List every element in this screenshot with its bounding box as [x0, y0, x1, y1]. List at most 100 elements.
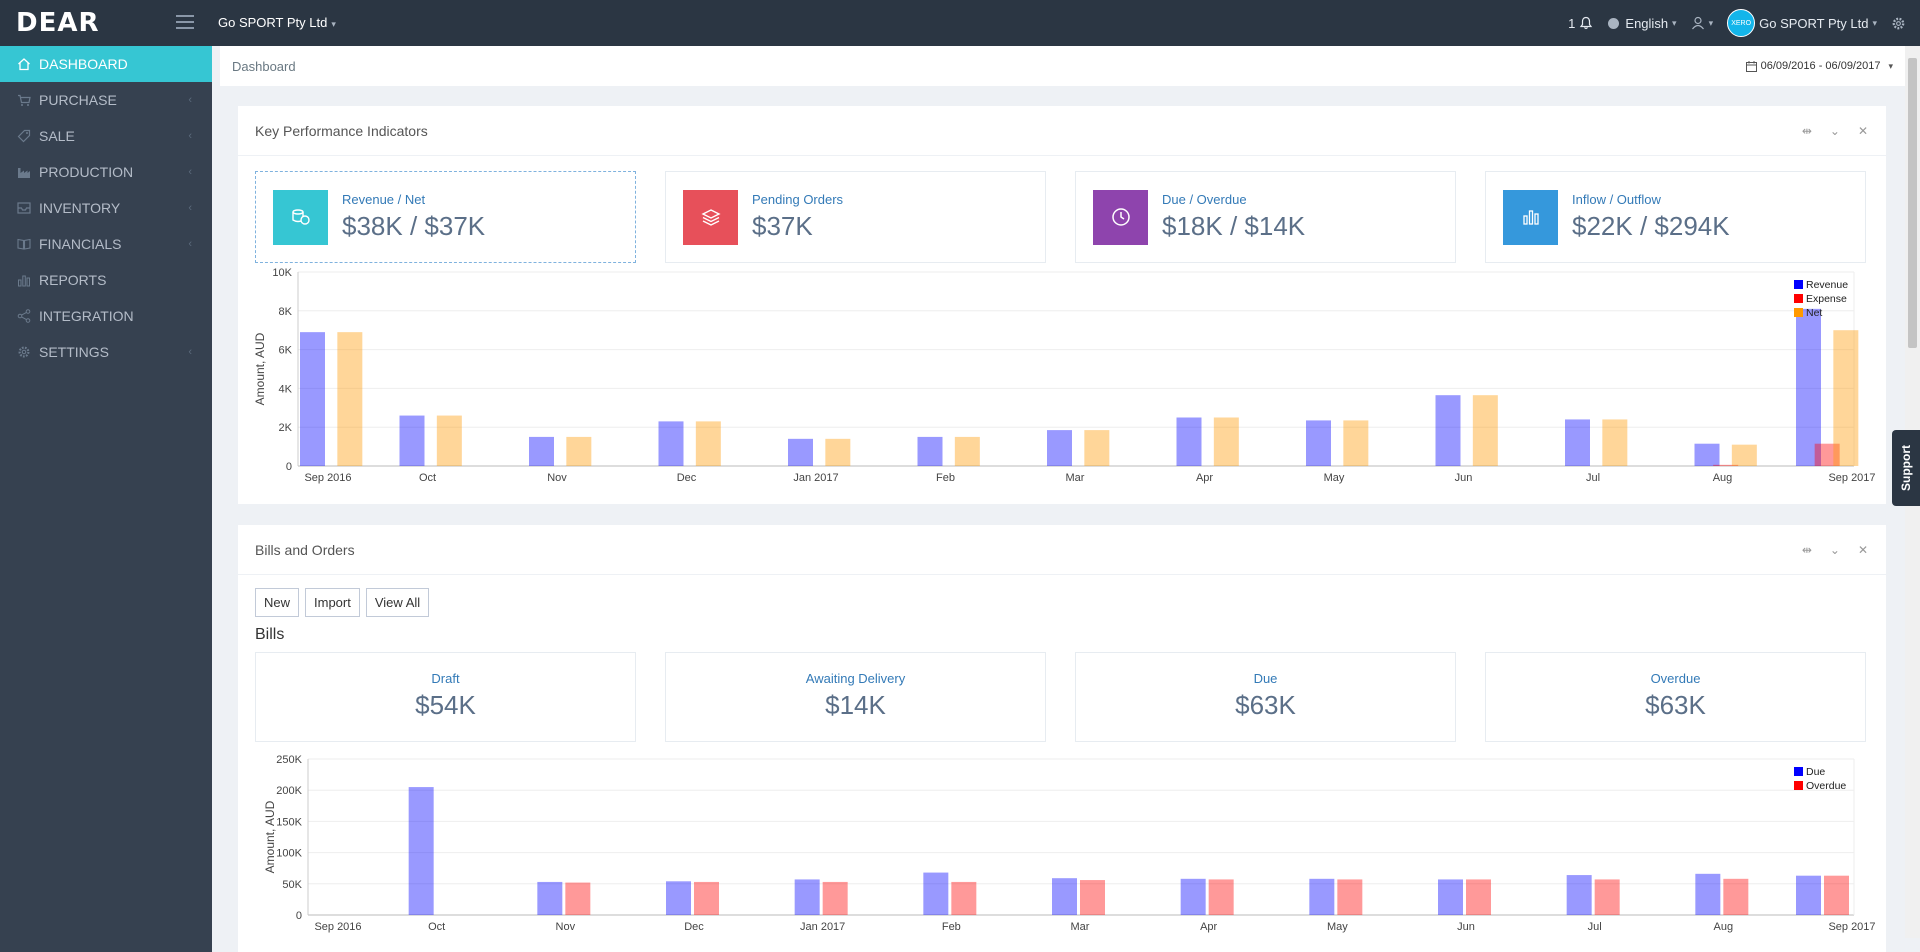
legend-swatch [1794, 294, 1803, 303]
stat-awaiting-delivery[interactable]: Awaiting Delivery $14K [665, 652, 1046, 742]
user-menu[interactable]: ▾ [1691, 16, 1713, 30]
chevron-down-icon: ▾ [1872, 17, 1877, 28]
menu-toggle-icon[interactable] [176, 15, 194, 29]
x-tick-label: May [1327, 921, 1348, 933]
bar-net [954, 436, 980, 466]
bar-due [1309, 878, 1335, 915]
sidebar-item-purchase[interactable]: PURCHASE ‹ [0, 82, 212, 118]
legend-label: Expense [1806, 293, 1847, 305]
tag-icon [16, 129, 32, 143]
bar-revenue [1306, 420, 1331, 466]
factory-icon [16, 165, 32, 179]
fullscreen-icon[interactable]: ⇹ [1801, 123, 1812, 138]
sidebar-item-settings[interactable]: SETTINGS ‹ [0, 334, 212, 370]
bell-icon [1580, 16, 1593, 30]
settings-button[interactable] [1891, 16, 1906, 31]
x-tick-label: Apr [1196, 472, 1213, 484]
collapse-icon[interactable]: ⌄ [1829, 542, 1840, 557]
fullscreen-icon[interactable]: ⇹ [1801, 542, 1812, 557]
x-tick-label: Mar [1071, 921, 1090, 933]
bar-expense [1814, 443, 1840, 466]
bar-net [337, 332, 363, 466]
sidebar-item-label: REPORTS [39, 272, 107, 288]
bar-overdue [1594, 879, 1620, 915]
main-content: Dashboard 06/09/2016 - 06/09/2017 ▾ [220, 46, 1905, 952]
sidebar-item-dashboard[interactable]: DASHBOARD [0, 46, 212, 82]
close-icon[interactable]: ✕ [1857, 123, 1868, 138]
stat-due[interactable]: Due $63K [1075, 652, 1456, 742]
sidebar: DASHBOARD PURCHASE ‹ SALE ‹ PRODUCTION ‹… [0, 46, 212, 952]
date-range-picker[interactable]: 06/09/2016 - 06/09/2017 ▾ [1745, 60, 1893, 72]
x-tick-label: Jul [1588, 921, 1602, 933]
sidebar-item-production[interactable]: PRODUCTION ‹ [0, 154, 212, 190]
sidebar-item-sale[interactable]: SALE ‹ [0, 118, 212, 154]
y-tick-label: 0 [286, 461, 292, 473]
sidebar-item-integration[interactable]: INTEGRATION [0, 298, 212, 334]
bar-revenue [1047, 430, 1072, 466]
bar-expense [1713, 464, 1739, 466]
kpi-panel: Key Performance Indicators ⇹ ⌄ ✕ Revenue… [238, 106, 1886, 504]
breadcrumb[interactable]: Dashboard [232, 58, 296, 74]
bar-overdue [1723, 878, 1749, 915]
y-tick-label: 2K [279, 422, 293, 434]
scrollbar-thumb[interactable] [1908, 58, 1917, 348]
logo[interactable]: DEAR [0, 0, 212, 46]
y-tick-label: 150K [276, 816, 302, 828]
close-icon[interactable]: ✕ [1857, 542, 1868, 557]
x-tick-label: Sep 2017 [1828, 472, 1875, 484]
company-selector[interactable]: Go SPORT Pty Ltd ▾ [218, 15, 336, 30]
bar-revenue [658, 421, 684, 466]
collapse-icon[interactable]: ⌄ [1829, 123, 1840, 138]
new-button[interactable]: New [255, 588, 300, 617]
bar-overdue [1466, 879, 1491, 915]
kpi-label: Inflow / Outflow [1572, 192, 1661, 207]
x-tick-label: Jun [1455, 472, 1473, 484]
bar-overdue [822, 881, 848, 915]
bar-revenue [917, 436, 943, 466]
organisation-menu[interactable]: XERO Go SPORT Pty Ltd ▾ [1727, 9, 1877, 37]
bar-due [1438, 879, 1463, 915]
sidebar-item-inventory[interactable]: INVENTORY ‹ [0, 190, 212, 226]
bar-revenue [529, 436, 554, 466]
avatar: XERO [1727, 9, 1756, 37]
x-tick-label: Jul [1586, 472, 1600, 484]
chevron-down-icon: ▾ [1672, 17, 1677, 28]
import-button[interactable]: Import [305, 588, 360, 617]
bar-due [1566, 875, 1592, 915]
sidebar-item-financials[interactable]: FINANCIALS ‹ [0, 226, 212, 262]
kpi-revenue-net[interactable]: Revenue / Net $38K / $37K [255, 171, 636, 263]
language-selector[interactable]: English ▾ [1607, 16, 1677, 31]
kpi-inflow-outflow[interactable]: Inflow / Outflow $22K / $294K [1485, 171, 1866, 263]
legend-swatch [1794, 308, 1803, 317]
support-tab[interactable]: Support [1892, 430, 1920, 506]
layers-icon [683, 189, 738, 245]
x-tick-label: Oct [428, 921, 445, 933]
gear-icon [16, 345, 32, 359]
x-tick-label: Feb [936, 472, 955, 484]
view-all-button[interactable]: View All [365, 588, 430, 617]
y-axis-label: Amount, AUD [263, 800, 277, 873]
bar-due [1695, 873, 1721, 915]
kpi-due-overdue[interactable]: Due / Overdue $18K / $14K [1075, 171, 1456, 263]
bar-revenue [1435, 395, 1461, 466]
bar-net [436, 415, 462, 466]
x-tick-label: Jun [1457, 921, 1475, 933]
kpi-label: Revenue / Net [342, 192, 426, 207]
notifications-button[interactable]: 1 [1568, 16, 1593, 31]
organisation-name: Go SPORT Pty Ltd [1759, 15, 1869, 31]
stat-overdue[interactable]: Overdue $63K [1485, 652, 1866, 742]
bar-revenue [1796, 308, 1821, 466]
stat-value: $63K [1235, 690, 1296, 720]
y-tick-label: 10K [272, 267, 292, 279]
chevron-down-icon: ▾ [331, 19, 336, 29]
sidebar-item-label: SALE [39, 128, 75, 144]
bar-due [794, 879, 820, 915]
x-tick-label: Mar [1066, 472, 1085, 484]
y-tick-label: 250K [276, 754, 302, 766]
bar-due [408, 787, 434, 915]
stat-draft[interactable]: Draft $54K [255, 652, 636, 742]
date-range-value: 06/09/2016 - 06/09/2017 [1760, 60, 1881, 72]
kpi-pending-orders[interactable]: Pending Orders $37K [665, 171, 1046, 263]
chevron-left-icon: ‹ [188, 130, 192, 142]
sidebar-item-reports[interactable]: REPORTS [0, 262, 212, 298]
